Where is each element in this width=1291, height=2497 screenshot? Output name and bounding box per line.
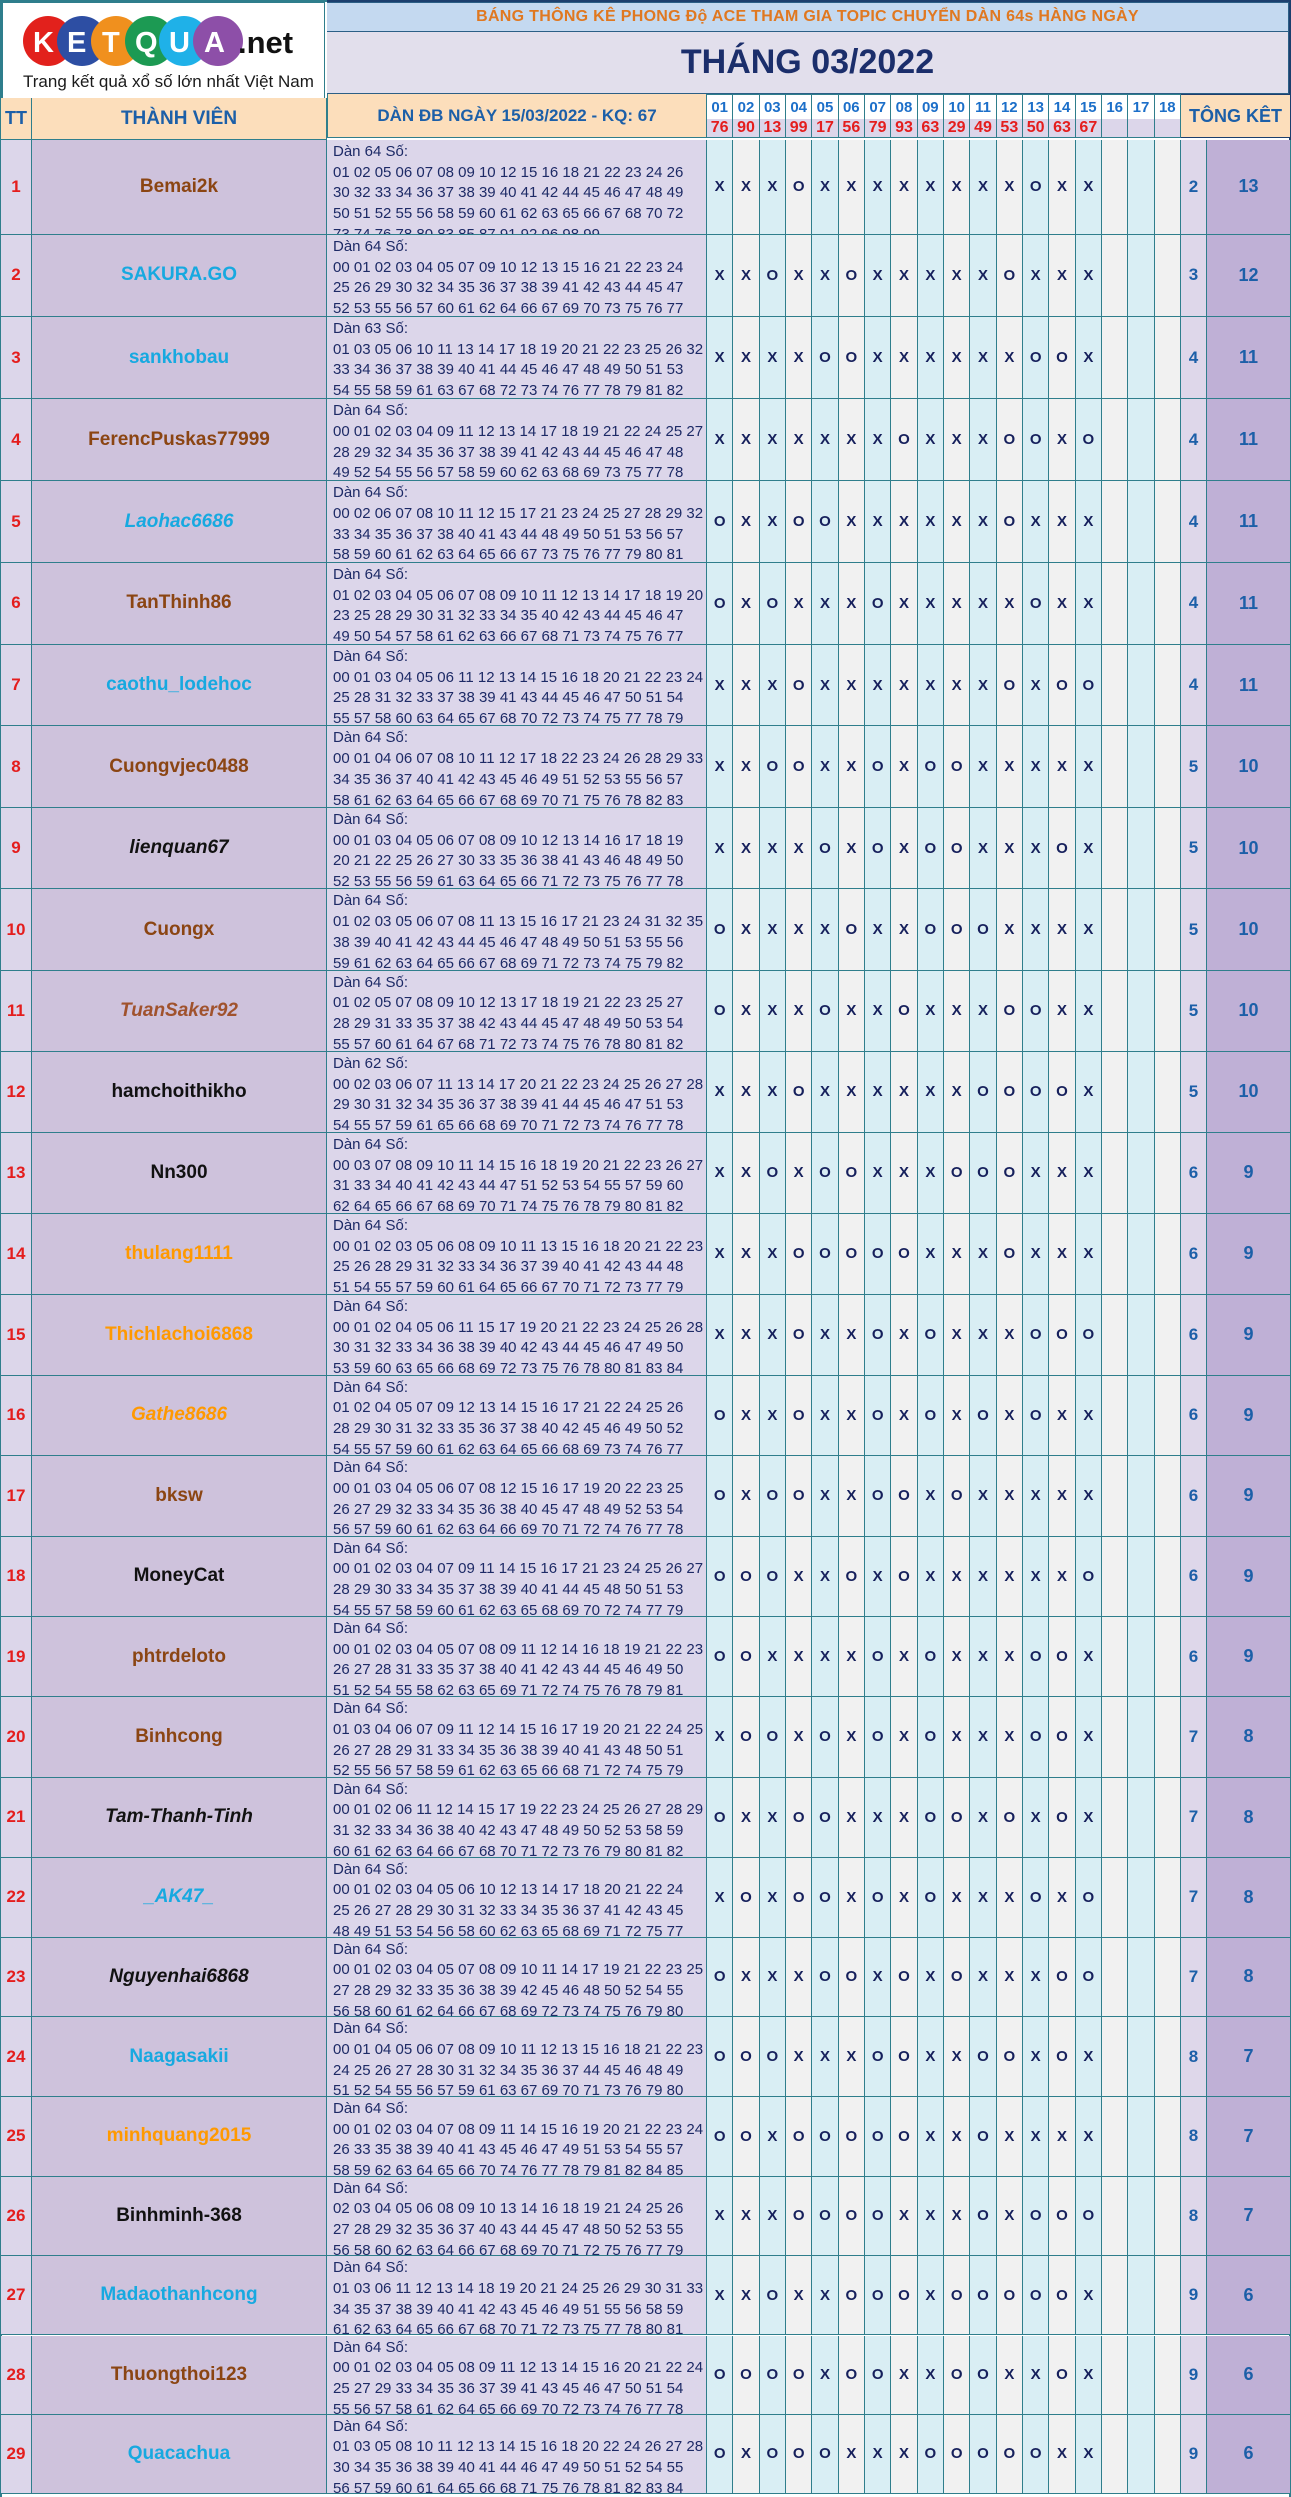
svg-text:.net: .net [238, 25, 293, 60]
svg-text:Q: Q [135, 27, 158, 59]
svg-text:A: A [204, 27, 225, 59]
svg-text:K: K [33, 27, 54, 59]
svg-text:E: E [67, 27, 86, 59]
svg-text:U: U [169, 27, 190, 59]
svg-text:T: T [102, 27, 120, 59]
